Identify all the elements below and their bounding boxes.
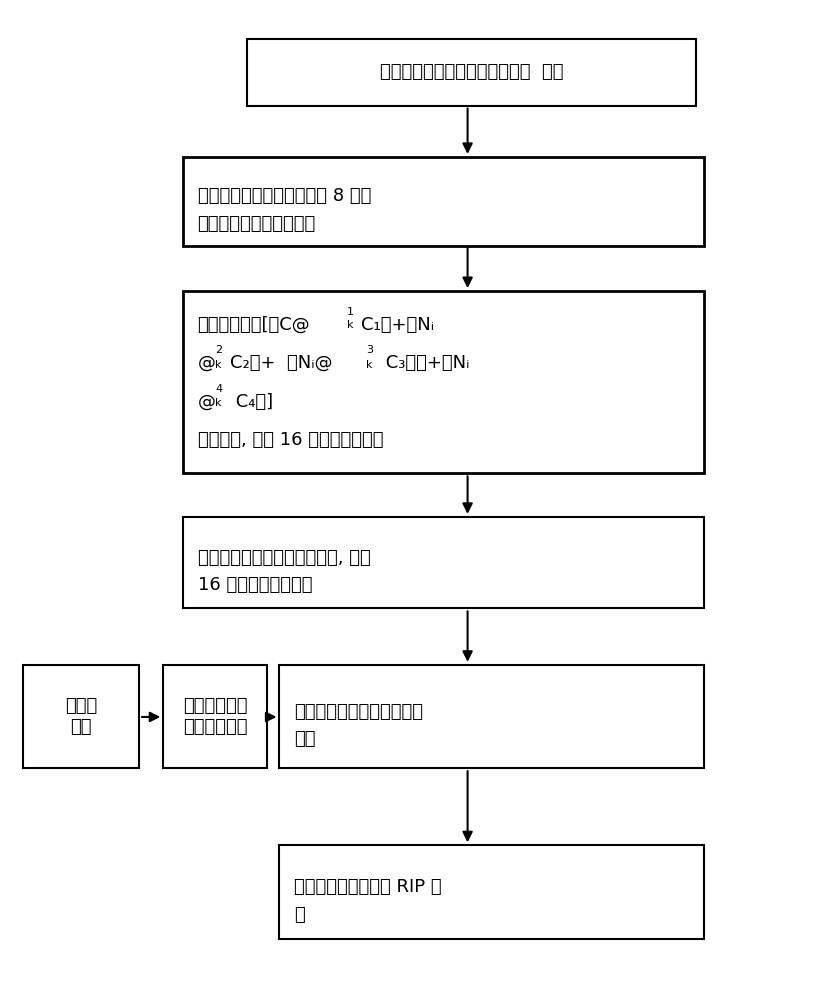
Text: k: k	[346, 320, 353, 330]
FancyBboxPatch shape	[183, 157, 704, 246]
Text: 1: 1	[346, 307, 354, 317]
Text: 3: 3	[366, 345, 372, 355]
FancyBboxPatch shape	[183, 517, 704, 608]
FancyBboxPatch shape	[163, 665, 267, 768]
Text: 图像栅格化处
理、混合加网: 图像栅格化处 理、混合加网	[183, 697, 248, 736]
FancyBboxPatch shape	[23, 665, 139, 768]
Text: k: k	[215, 360, 222, 370]
FancyBboxPatch shape	[183, 291, 704, 473]
Text: C₂）+  （Nᵢ@: C₂）+ （Nᵢ@	[230, 354, 333, 372]
Text: 输出嵌入防伪信息的 RIP 文: 输出嵌入防伪信息的 RIP 文	[293, 878, 442, 896]
Text: @: @	[197, 393, 215, 411]
Text: 加密运算, 生成 16 位一组二进制加: 加密运算, 生成 16 位一组二进制加	[197, 431, 383, 449]
FancyBboxPatch shape	[280, 845, 704, 939]
Text: C₁）+（Nᵢ: C₁）+（Nᵢ	[361, 316, 434, 334]
Text: 循环查表法调制调幅网点的: 循环查表法调制调幅网点的	[293, 703, 423, 721]
Text: C₃））+（Nᵢ: C₃））+（Nᵢ	[381, 354, 469, 372]
Text: 2: 2	[215, 345, 222, 355]
FancyBboxPatch shape	[247, 38, 696, 106]
Text: 形状: 形状	[293, 730, 315, 748]
Text: 防伪信息数字化处理，生成 8 位一: 防伪信息数字化处理，生成 8 位一	[197, 187, 371, 205]
Text: 件: 件	[293, 906, 305, 924]
Text: 16 位二进制调制信号: 16 位二进制调制信号	[197, 576, 312, 594]
Text: C₄）]: C₄）]	[230, 393, 273, 411]
Text: @: @	[197, 354, 215, 372]
Text: k: k	[366, 360, 372, 370]
Text: 通过位扩展和[（C@: 通过位扩展和[（C@	[197, 316, 311, 334]
Text: 原始防伪信息（图像、文字、商  标）: 原始防伪信息（图像、文字、商 标）	[380, 63, 563, 81]
Text: k: k	[215, 398, 222, 408]
Text: 4: 4	[215, 384, 222, 394]
FancyBboxPatch shape	[280, 665, 704, 768]
Text: 组的二进制防伪信息表。: 组的二进制防伪信息表。	[197, 215, 316, 233]
Text: 二进制加密防伪信息信道编码, 生成: 二进制加密防伪信息信道编码, 生成	[197, 549, 370, 567]
Text: 连续调
图像: 连续调 图像	[65, 697, 97, 736]
